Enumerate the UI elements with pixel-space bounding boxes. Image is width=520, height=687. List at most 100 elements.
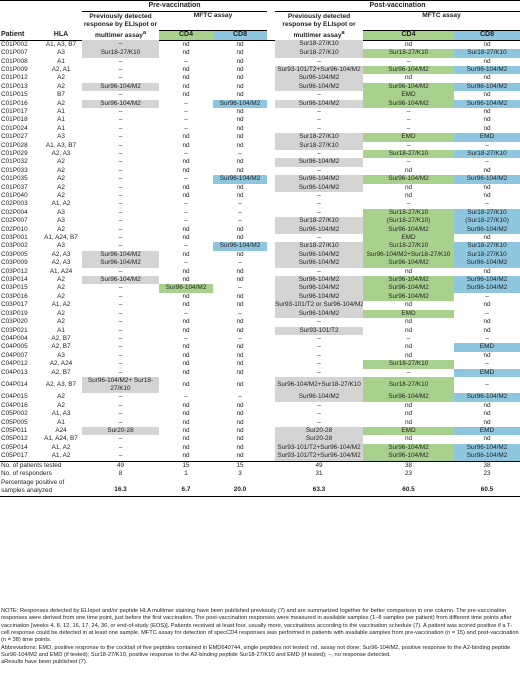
patient-id-cell: C01P028 bbox=[1, 141, 28, 149]
pre-prev-detected-cell: – bbox=[118, 183, 123, 191]
post-cd8-cell: nd bbox=[483, 40, 491, 48]
table-row: C05P012 A1, A24, B7 – nd nd Sur20-28 nd nd bbox=[0, 435, 520, 444]
pre-prev-detected-cell: – bbox=[118, 284, 123, 292]
table-row: C04P015 A2– – – Sur96-104/M2 Sur96-104/M2 Sur9… bbox=[0, 393, 520, 402]
pre-prev-detected-cell: – bbox=[118, 107, 123, 115]
hla-cell: A1, A2 bbox=[51, 452, 71, 460]
pre-cd8-cell: nd bbox=[236, 410, 244, 418]
patient-id-cell: C04P007 bbox=[1, 351, 28, 359]
summary-value-pre-cd4: 6.7 bbox=[159, 478, 213, 497]
post-cd8-cell: nd bbox=[483, 410, 491, 418]
hla-cell: B7 bbox=[57, 91, 65, 99]
patient-id-cell: C01P002 bbox=[1, 40, 28, 48]
post-prev-detected-cell: Sur93-101/T2+Sur96-104/M2 bbox=[275, 452, 364, 462]
post-prev-detected-cell: Sur96-104/M2 bbox=[275, 276, 364, 285]
hla-cell: A2, A24 bbox=[49, 360, 73, 368]
pre-cd8-cell: nd bbox=[236, 360, 244, 368]
pre-cd4-cell: – bbox=[184, 99, 188, 107]
patient-id-cell: C03P021 bbox=[1, 326, 28, 334]
pre-cd8-cell: – bbox=[238, 259, 242, 267]
table-row: C03P009 A2, A3 Sur96-104/M2– – Sur96-104/M2 S… bbox=[0, 259, 520, 268]
pre-prev-detected-cell: – bbox=[118, 65, 123, 73]
pre-prev-detected-cell: – bbox=[118, 368, 123, 376]
column-gap bbox=[267, 335, 275, 343]
post-prev-detected-cell: – bbox=[317, 149, 321, 157]
pre-prev-detected-cell: – bbox=[118, 166, 123, 174]
pre-cd8-cell: Sur96-104/M2 bbox=[213, 99, 268, 108]
post-cd8-cell: nd bbox=[483, 318, 491, 326]
pre-cd8-cell: – bbox=[238, 217, 242, 225]
pre-cd8-cell: nd bbox=[236, 107, 244, 115]
hla-cell: A3 bbox=[57, 217, 65, 225]
post-cd8-cell: Sur96-104/M2 bbox=[454, 452, 520, 462]
post-cd4-cell: – bbox=[406, 368, 411, 376]
column-gap bbox=[267, 66, 275, 74]
pre-cd4-cell: – bbox=[184, 57, 188, 65]
post-cd4-cell: Sur96-104/M2 bbox=[363, 99, 455, 108]
column-gap bbox=[267, 100, 275, 108]
pre-cd4-cell: nd bbox=[182, 158, 190, 166]
hla-cell: A1 bbox=[57, 116, 65, 124]
post-cd4-cell: Sur96-104/M2 bbox=[363, 443, 455, 453]
patient-id-cell: C01P009 bbox=[1, 65, 28, 73]
post-cd8-cell: nd bbox=[483, 183, 491, 191]
column-gap bbox=[267, 301, 275, 309]
hla-cell: A3 bbox=[57, 133, 65, 141]
table-row: C01P013 A2 Sur96-104/M2 nd nd Sur96-104/M2 Sur… bbox=[0, 82, 520, 92]
summary-value-post-cd8: 60.5 bbox=[454, 478, 520, 497]
post-prev-detected-cell: Sur96-104/M2 bbox=[275, 292, 364, 302]
sub-header-row: Previously detected response by ELIspot … bbox=[0, 11, 520, 39]
post-cd4-cell: Sur18-27/K10 bbox=[363, 360, 455, 369]
post-prev-detected-cell: Sur20-28 bbox=[275, 435, 364, 444]
patient-id-cell: C01P024 bbox=[1, 124, 28, 132]
note-paragraph: NOTE: Responses detected by ELIspot and/… bbox=[1, 608, 519, 644]
pre-prev-detected-cell: Sur96-104/M2 bbox=[82, 250, 159, 260]
hla-cell: A1 bbox=[57, 107, 65, 115]
column-gap bbox=[267, 293, 275, 301]
post-cd4-cell: Sur18-27/K10 bbox=[363, 376, 455, 394]
column-gap bbox=[267, 427, 275, 435]
post-prev-detected-cell: Sur93-101/T2 or Sur96-104/M2 bbox=[275, 301, 364, 310]
pre-cd4-cell: – bbox=[184, 259, 188, 267]
table-row: C03P014 A2 Sur96-104/M2 nd nd Sur96-104/M2 Sur… bbox=[0, 276, 520, 285]
post-cd8-cell: EMD bbox=[454, 368, 520, 377]
pre-prev-detected-cell: – bbox=[118, 124, 123, 132]
column-gap bbox=[267, 259, 275, 267]
table-row: C05P011 A24 Sur20-28 nd nd Sur20-28 EMD EMD bbox=[0, 427, 520, 436]
post-cd4-cell: – bbox=[406, 57, 411, 65]
column-gap bbox=[267, 209, 275, 217]
post-cd4-cell: nd bbox=[404, 401, 413, 409]
pre-cd4-cell: nd bbox=[182, 452, 190, 460]
pre-cd4-header: CD4 bbox=[159, 30, 213, 41]
column-gap bbox=[267, 343, 275, 351]
pre-cd8-cell: nd bbox=[236, 276, 244, 284]
pre-prev-detected-cell: – bbox=[118, 418, 123, 426]
pre-cd4-cell: nd bbox=[182, 427, 190, 435]
patient-id-cell: C04P004 bbox=[1, 334, 28, 342]
pre-mftc-header: MFTC assay bbox=[159, 11, 268, 31]
column-gap bbox=[267, 318, 275, 326]
post-prev-detected-cell: – bbox=[317, 57, 321, 65]
patient-id-cell: C01P015 bbox=[1, 91, 28, 99]
post-prev-detected-cell: Sur96-104/M2 bbox=[275, 284, 364, 293]
post-prev-detected-cell: Sur96-104/M2 bbox=[275, 183, 364, 192]
post-cd8-cell: nd bbox=[483, 166, 491, 174]
post-cd4-cell: EMD bbox=[363, 309, 455, 319]
column-gap bbox=[267, 251, 275, 259]
post-prev-detected-cell: – bbox=[317, 192, 321, 199]
post-prev-detected-header: Previously detected response by ELIspot … bbox=[282, 13, 356, 40]
pre-cd8-header: CD8 bbox=[213, 30, 268, 41]
pre-cd8-cell: Sur96-104/M2 bbox=[213, 175, 268, 184]
pre-prev-detected-cell: – bbox=[118, 301, 123, 309]
patient-id-cell: C04P015 bbox=[1, 393, 28, 401]
summary-value-pre-cd8: 20.0 bbox=[213, 478, 268, 497]
pre-cd4-cell: nd bbox=[182, 276, 190, 284]
post-cd8-cell: Sur18-27/K10 bbox=[454, 208, 520, 218]
column-gap bbox=[267, 410, 275, 418]
pre-prev-detected-cell: – bbox=[118, 234, 123, 242]
pre-cd8-cell: – bbox=[238, 149, 242, 157]
pre-cd4-cell: nd bbox=[182, 318, 190, 326]
table-row: C02P003 A1, A2 – – – – – – bbox=[0, 200, 520, 208]
pre-cd8-cell: nd bbox=[236, 326, 244, 334]
pre-cd8-cell: – bbox=[238, 334, 242, 342]
